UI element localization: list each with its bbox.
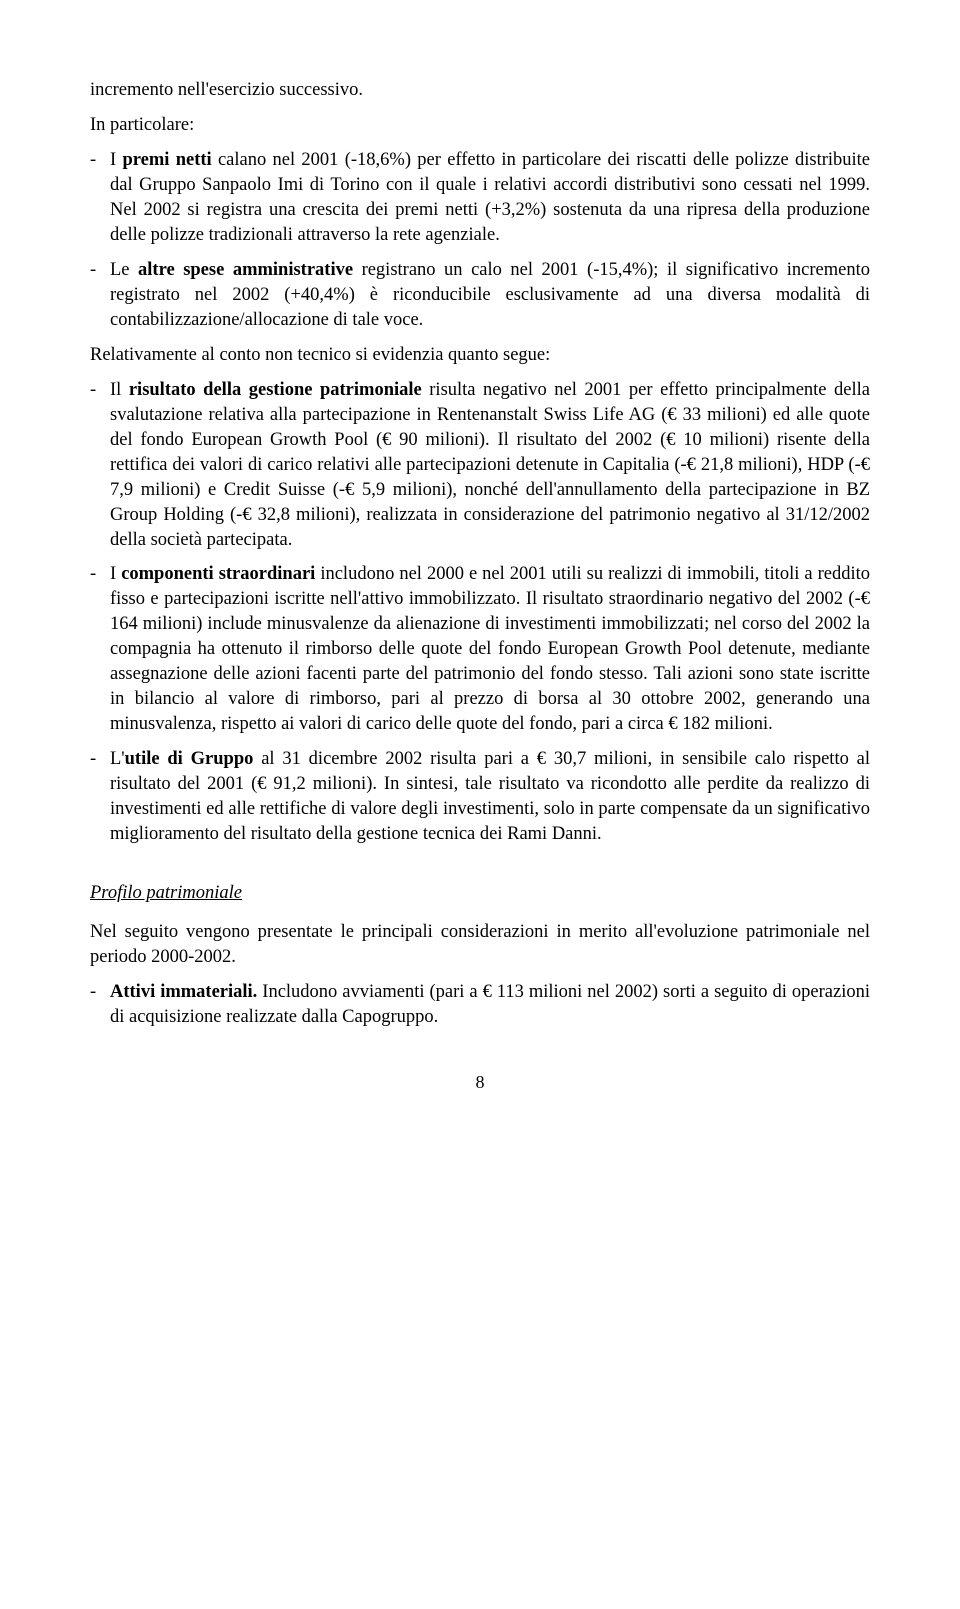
text-prefix: I [110,564,121,584]
paragraph-relative: Relativamente al conto non tecnico si ev… [90,343,870,368]
text-suffix: risulta negativo nel 2001 per effetto pr… [110,380,870,550]
paragraph-intro: In particolare: [90,113,870,138]
list-item: - Le altre spese amministrative registra… [90,258,870,333]
bullet-text: Attivi immateriali. Includono avviamenti… [110,980,870,1030]
bullet-dash: - [90,258,110,333]
bullet-dash: - [90,980,110,1030]
text-suffix: includono nel 2000 e nel 2001 utili su r… [110,564,870,734]
bold-term: premi netti [122,150,211,170]
bold-term: utile di Gruppo [125,749,254,769]
list-item: - Il risultato della gestione patrimonia… [90,378,870,553]
bullet-text: Il risultato della gestione patrimoniale… [110,378,870,553]
bullet-dash: - [90,562,110,737]
section-heading: Profilo patrimoniale [90,881,870,906]
list-item: - I componenti straordinari includono ne… [90,562,870,737]
bold-term: componenti straordinari [121,564,315,584]
bold-term: Attivi immateriali. [110,982,257,1002]
paragraph-continuation: incremento nell'esercizio successivo. [90,78,870,103]
bullet-dash: - [90,747,110,847]
bullet-text: Le altre spese amministrative registrano… [110,258,870,333]
bold-term: altre spese amministrative [138,260,353,280]
bold-term: risultato della gestione patrimoniale [129,380,422,400]
text-prefix: L' [110,749,125,769]
list-item: - L'utile di Gruppo al 31 dicembre 2002 … [90,747,870,847]
bullet-text: L'utile di Gruppo al 31 dicembre 2002 ri… [110,747,870,847]
bullet-text: I componenti straordinari includono nel … [110,562,870,737]
paragraph-seguito: Nel seguito vengono presentate le princi… [90,920,870,970]
page-number: 8 [90,1070,870,1094]
list-item: - Attivi immateriali. Includono avviamen… [90,980,870,1030]
bullet-dash: - [90,148,110,248]
bullet-dash: - [90,378,110,553]
text-prefix: Le [110,260,138,280]
list-item: - I premi netti calano nel 2001 (-18,6%)… [90,148,870,248]
bullet-text: I premi netti calano nel 2001 (-18,6%) p… [110,148,870,248]
text-prefix: Il [110,380,129,400]
